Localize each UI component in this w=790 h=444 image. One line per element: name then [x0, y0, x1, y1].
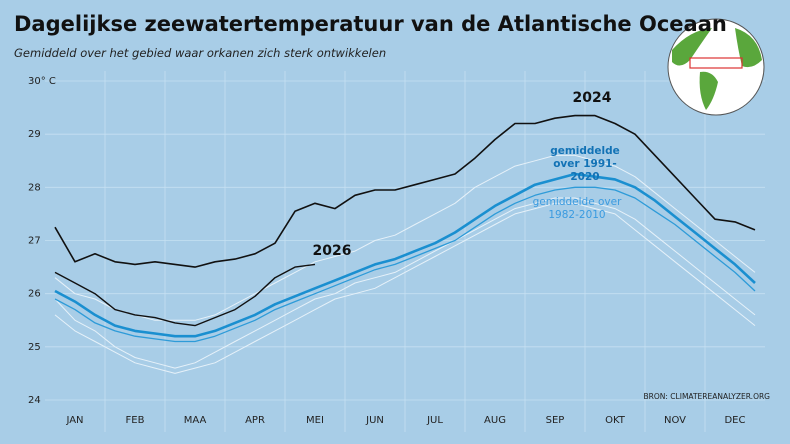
chart-subtitle: Gemiddeld over het gebied waar orkanen z… [14, 46, 387, 60]
x-tick-label: DEC [724, 415, 745, 426]
y-tick-label: 26 [28, 289, 41, 300]
x-tick-label: NOV [664, 415, 686, 426]
y-tick-label: 24 [28, 395, 41, 406]
series-line [54, 154, 756, 321]
x-tick-label: OKT [605, 415, 626, 426]
series-line [54, 114, 756, 268]
series-line [54, 186, 756, 343]
series-line [54, 172, 756, 338]
source-note: BRON: CLIMATEREANALYZER.ORG [643, 392, 770, 401]
x-tick-label: JAN [65, 415, 83, 426]
x-tick-label: APR [245, 415, 265, 426]
x-tick-label: JUN [365, 415, 384, 426]
x-tick-label: FEB [126, 415, 145, 426]
chart-title: Dagelijkse zeewatertemperatuur van de At… [14, 12, 727, 36]
x-tick-label: MAA [184, 415, 207, 426]
series-line [54, 263, 316, 327]
globe-icon [667, 18, 765, 116]
y-tick-label: 25 [28, 342, 41, 353]
series-label: 2024 [572, 90, 612, 106]
series-label: 2026 [312, 243, 352, 259]
series-label: gemiddelde over 1982-2010 [532, 196, 622, 221]
y-tick-label: 29 [28, 129, 41, 140]
y-tick-label: 28 [28, 182, 41, 193]
y-tick-label: 30° C [28, 76, 56, 87]
y-tick-label: 27 [28, 236, 41, 247]
series-label: gemiddelde over 1991-2020 [550, 145, 620, 183]
x-tick-label: SEP [546, 415, 565, 426]
x-tick-label: JUL [426, 415, 443, 426]
series-line [54, 202, 756, 374]
series-line [54, 197, 756, 369]
x-tick-label: MEI [306, 415, 324, 426]
x-tick-label: AUG [484, 415, 506, 426]
